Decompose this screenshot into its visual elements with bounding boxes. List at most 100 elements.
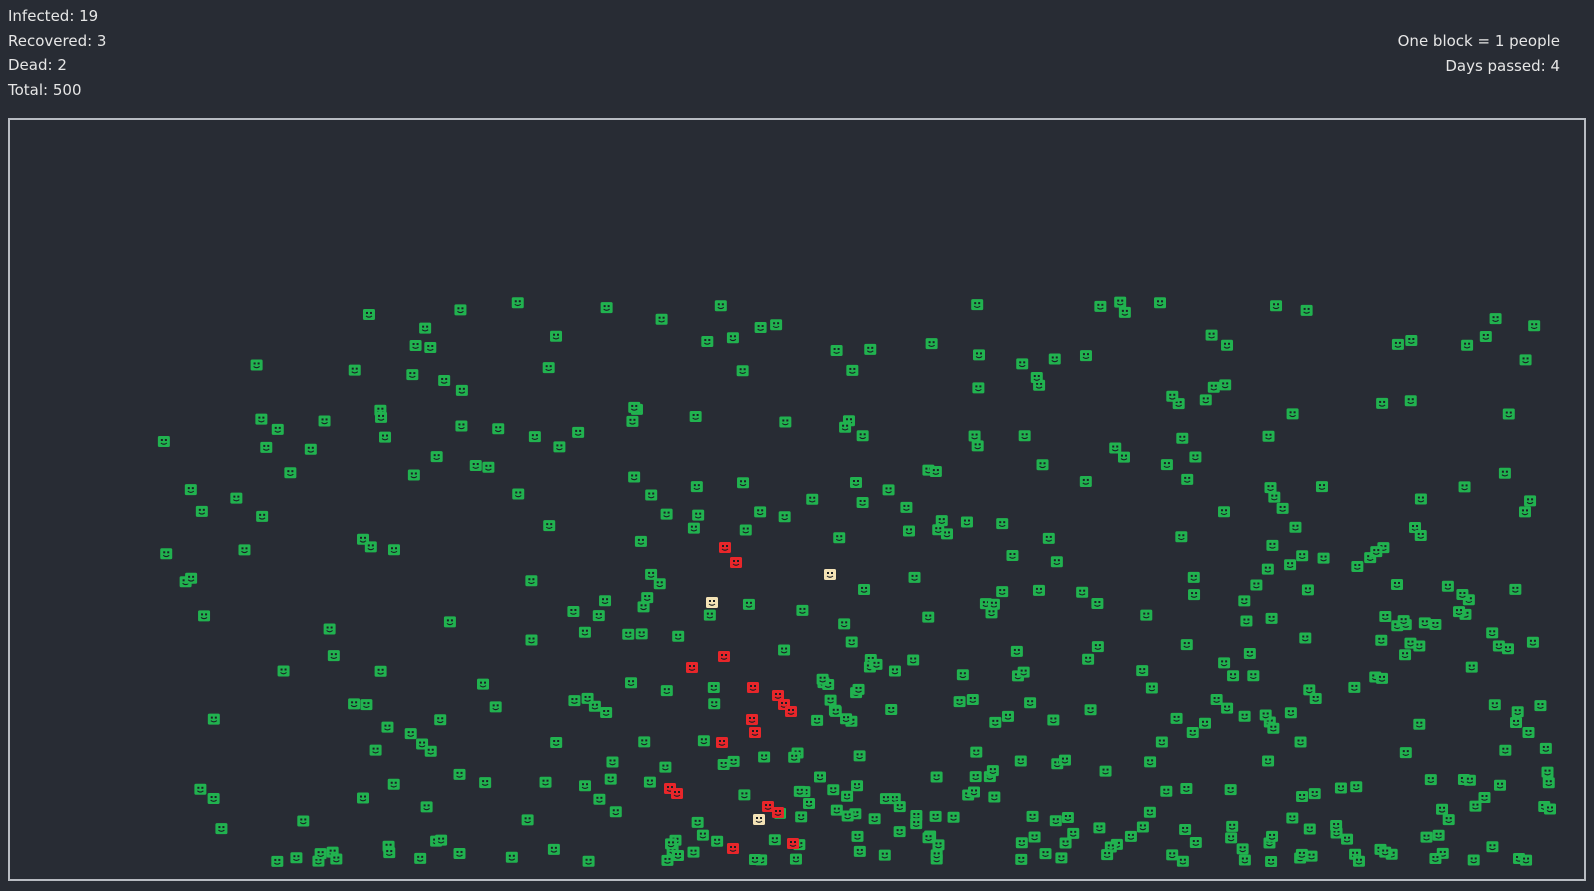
healthy-person-icon [1499, 744, 1512, 756]
healthy-person-icon [907, 654, 920, 666]
healthy-person-icon [250, 359, 263, 371]
healthy-person-icon [1270, 300, 1283, 312]
healthy-person-icon [1036, 459, 1049, 471]
healthy-person-icon [845, 636, 858, 648]
healthy-person-icon [908, 571, 921, 583]
healthy-person-icon [925, 338, 938, 350]
healthy-person-icon [803, 797, 816, 809]
healthy-person-icon [1144, 756, 1157, 768]
healthy-person-icon [833, 532, 846, 544]
healthy-person-icon [1032, 584, 1045, 596]
infected-person-icon [785, 706, 797, 717]
healthy-person-icon [1391, 338, 1404, 350]
healthy-person-icon [160, 548, 173, 560]
healthy-person-icon [960, 516, 973, 528]
healthy-person-icon [878, 849, 891, 861]
healthy-person-icon [592, 610, 605, 622]
healthy-person-icon [207, 713, 220, 725]
healthy-person-icon [374, 665, 387, 677]
infected-person-icon [686, 662, 698, 673]
healthy-person-icon [1180, 783, 1193, 795]
healthy-person-icon [932, 839, 945, 851]
healthy-person-icon [742, 598, 755, 610]
healthy-person-icon [1221, 339, 1234, 351]
healthy-person-icon [1136, 821, 1149, 833]
healthy-person-icon [406, 369, 419, 381]
healthy-person-icon [1501, 643, 1514, 655]
healthy-person-icon [1136, 665, 1149, 677]
healthy-person-icon [1518, 506, 1531, 518]
healthy-person-icon [1268, 491, 1281, 503]
healthy-person-icon [1238, 595, 1251, 607]
healthy-person-icon [811, 714, 824, 726]
healthy-person-icon [1166, 390, 1179, 402]
healthy-person-icon [360, 699, 373, 711]
healthy-person-icon [1494, 779, 1507, 791]
healthy-person-icon [692, 509, 705, 521]
healthy-person-icon [1016, 358, 1029, 370]
healthy-person-icon [1017, 666, 1030, 678]
healthy-person-icon [971, 440, 984, 452]
healthy-person-icon [1414, 493, 1427, 505]
healthy-person-icon [314, 848, 327, 860]
healthy-person-icon [638, 736, 651, 748]
healthy-person-icon [1170, 712, 1183, 724]
healthy-person-icon [1303, 823, 1316, 835]
healthy-person-icon [625, 677, 638, 689]
healthy-person-icon [660, 685, 673, 697]
healthy-person-icon [1010, 645, 1023, 657]
healthy-person-icon [1330, 820, 1343, 832]
healthy-person-icon [572, 426, 585, 438]
healthy-person-icon [1498, 467, 1511, 479]
healthy-person-icon [454, 304, 467, 316]
healthy-person-icon [645, 489, 658, 501]
healthy-person-icon [1143, 806, 1156, 818]
healthy-person-icon [1520, 854, 1533, 866]
healthy-person-icon [525, 575, 538, 587]
healthy-person-icon [846, 364, 859, 376]
infected-person-icon [746, 714, 758, 725]
healthy-person-icon [1109, 442, 1122, 454]
healthy-person-icon [795, 811, 808, 823]
healthy-person-icon [1376, 397, 1389, 409]
healthy-person-icon [1218, 657, 1231, 669]
healthy-person-icon [1058, 754, 1071, 766]
healthy-person-icon [599, 595, 612, 607]
healthy-person-icon [1247, 670, 1260, 682]
healthy-person-icon [1510, 716, 1523, 728]
healthy-person-icon [1414, 529, 1427, 541]
healthy-person-icon [796, 604, 809, 616]
healthy-person-icon [419, 322, 432, 334]
infected-person-icon [772, 807, 784, 818]
healthy-person-icon [841, 810, 854, 822]
healthy-person-icon [512, 488, 525, 500]
healthy-person-icon [930, 849, 943, 861]
healthy-person-icon [547, 843, 560, 855]
healthy-person-icon [864, 343, 877, 355]
healthy-person-icon [362, 308, 375, 320]
healthy-person-icon [1432, 829, 1445, 841]
healthy-person-icon [1030, 372, 1043, 384]
healthy-person-icon [1199, 717, 1212, 729]
healthy-person-icon [1055, 852, 1068, 864]
healthy-person-icon [157, 435, 170, 447]
healthy-person-icon [375, 411, 388, 423]
healthy-person-icon [1026, 810, 1039, 822]
healthy-person-icon [910, 818, 923, 830]
healthy-person-icon [387, 778, 400, 790]
healthy-person-icon [379, 431, 392, 443]
healthy-person-icon [1296, 550, 1309, 562]
healthy-person-icon [879, 793, 892, 805]
healthy-person-icon [1227, 670, 1240, 682]
healthy-person-icon [1453, 606, 1466, 618]
healthy-person-icon [660, 508, 673, 520]
healthy-person-icon [1160, 785, 1173, 797]
healthy-person-icon [634, 535, 647, 547]
healthy-person-icon [1461, 339, 1474, 351]
healthy-person-icon [1091, 598, 1104, 610]
healthy-person-icon [1187, 571, 1200, 583]
healthy-person-icon [1370, 546, 1383, 558]
healthy-person-icon [256, 510, 269, 522]
healthy-person-icon [930, 771, 943, 783]
infected-person-icon [747, 682, 759, 693]
